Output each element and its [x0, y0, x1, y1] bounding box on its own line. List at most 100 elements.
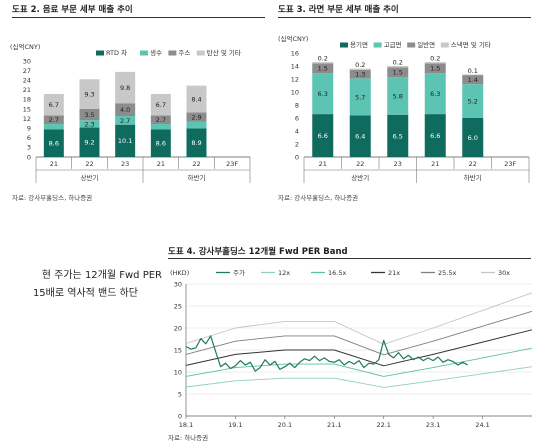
data-label: 2.7	[49, 116, 59, 124]
y-tick-label: 24	[23, 77, 31, 85]
y-tick-label: 0	[178, 412, 182, 420]
bar-segment	[79, 109, 100, 121]
figure-4-title: 도표 4. 강사부홀딩스 12개월 Fwd PER Band	[168, 247, 348, 257]
y-tick-label: 25	[174, 302, 182, 310]
data-label: 0.1	[468, 67, 478, 75]
bar-segment	[349, 68, 371, 70]
legend-label: 생수	[150, 48, 162, 57]
data-label: 6.0	[468, 134, 478, 142]
bar-segment	[387, 66, 409, 68]
x-tick-label: 22	[469, 160, 477, 168]
data-label: 6.3	[318, 90, 328, 98]
bar-segment	[43, 124, 64, 130]
bar-segment	[387, 67, 409, 78]
legend-label: 일반면	[417, 40, 435, 49]
bar-segment	[150, 115, 171, 125]
y-tick-label: 9	[27, 125, 31, 133]
data-label: 2.7	[120, 117, 130, 125]
legend-label: 25.5x	[438, 269, 456, 277]
legend-swatch	[168, 50, 177, 56]
legend-label: 30x	[498, 269, 510, 277]
bar-segment	[186, 85, 207, 113]
per-band-chart: (HKD) 0 5 10 15 20 25 30 18.1 19.1 20.1 21.1 22.1 23.…	[170, 268, 533, 429]
data-label: 10.1	[118, 137, 132, 145]
data-label: 1.4	[468, 76, 478, 84]
y-axis-title: (십억CNY)	[278, 34, 308, 43]
data-label: 8.4	[191, 95, 201, 103]
series-line	[185, 335, 468, 372]
y-tick-label: 10	[291, 88, 299, 96]
y-tick-label: 0	[295, 153, 299, 161]
y-axis-title: (HKD)	[170, 269, 189, 277]
legend-swatch	[373, 42, 382, 48]
bar-segment	[186, 112, 207, 122]
bar-segment	[462, 84, 484, 118]
data-label: 1.5	[318, 65, 328, 73]
bar-segment	[424, 114, 446, 157]
series-line	[185, 347, 533, 377]
data-label: 6.4	[355, 133, 365, 141]
y-tick-label: 8	[295, 101, 299, 109]
data-label: 9.2	[84, 139, 94, 147]
y-tick-label: 15	[174, 346, 182, 354]
bar-segment	[349, 69, 371, 79]
bar-segment	[115, 71, 136, 104]
legend-label: 용기면	[350, 40, 368, 49]
data-label: 9.3	[84, 91, 94, 99]
data-label: 2.9	[191, 114, 201, 122]
figure-3-title: 도표 3. 라면 부문 세부 매출 추이	[278, 5, 399, 15]
data-label: 6.3	[430, 90, 440, 98]
figure-4-source: 자료: 하나증권	[168, 434, 209, 442]
legend-swatch	[440, 42, 449, 48]
data-label: 1.5	[393, 69, 403, 77]
data-label: 0.2	[318, 55, 328, 63]
bar-segment	[115, 103, 136, 117]
y-tick-label: 14	[291, 62, 299, 70]
data-label: 8.9	[191, 139, 201, 147]
legend-swatch	[140, 50, 148, 56]
legend-label: 16.5x	[328, 269, 346, 277]
group-label: 하반기	[464, 173, 482, 182]
figure-3-source: 자료: 강사부홀딩스, 하나증권	[278, 194, 359, 202]
x-tick-label: 23F	[504, 160, 516, 168]
y-tick-label: 0	[27, 153, 31, 161]
legend-label: 고급면	[384, 40, 402, 49]
y-tick-label: 16	[291, 49, 299, 57]
bar-segment	[43, 93, 64, 116]
bar-segment	[150, 124, 171, 130]
legend-label: 21x	[388, 269, 400, 277]
data-label: 0.2	[355, 61, 365, 69]
legend-swatch	[96, 50, 104, 56]
data-label: 6.7	[49, 101, 59, 109]
y-tick-label: 12	[23, 115, 31, 123]
data-label: 2.3	[84, 120, 94, 128]
bar-segment	[186, 128, 207, 157]
series-line	[185, 329, 533, 367]
bar-segment	[186, 121, 207, 129]
bar-segment	[462, 75, 484, 85]
bar-segment	[349, 78, 371, 116]
data-label: 5.2	[468, 98, 478, 106]
data-label: 8.6	[49, 140, 59, 148]
y-tick-label: 30	[23, 57, 31, 65]
bar-segment	[424, 63, 446, 74]
data-label: 1.3	[355, 71, 365, 79]
y-tick-label: 2	[295, 140, 299, 148]
data-label: 4.0	[120, 106, 130, 114]
group-label: 하반기	[188, 173, 206, 182]
bar-segment	[79, 120, 100, 128]
y-tick-label: 12	[291, 75, 299, 83]
x-tick-label: 20.1	[278, 421, 292, 429]
bar-segment	[387, 77, 409, 115]
y-axis-title: (십억CNY)	[10, 42, 40, 51]
legend-label: 주가	[233, 268, 245, 277]
data-label: 6.7	[156, 101, 166, 109]
legend-swatch	[407, 42, 416, 48]
figure-2-title-rule	[12, 17, 265, 18]
legend-label: 스낵면 및 기타	[451, 40, 491, 49]
x-tick-label: 21.1	[327, 421, 341, 429]
legend-swatch	[196, 50, 205, 56]
data-label: 5.7	[355, 93, 365, 101]
x-tick-label: 22	[192, 160, 200, 168]
